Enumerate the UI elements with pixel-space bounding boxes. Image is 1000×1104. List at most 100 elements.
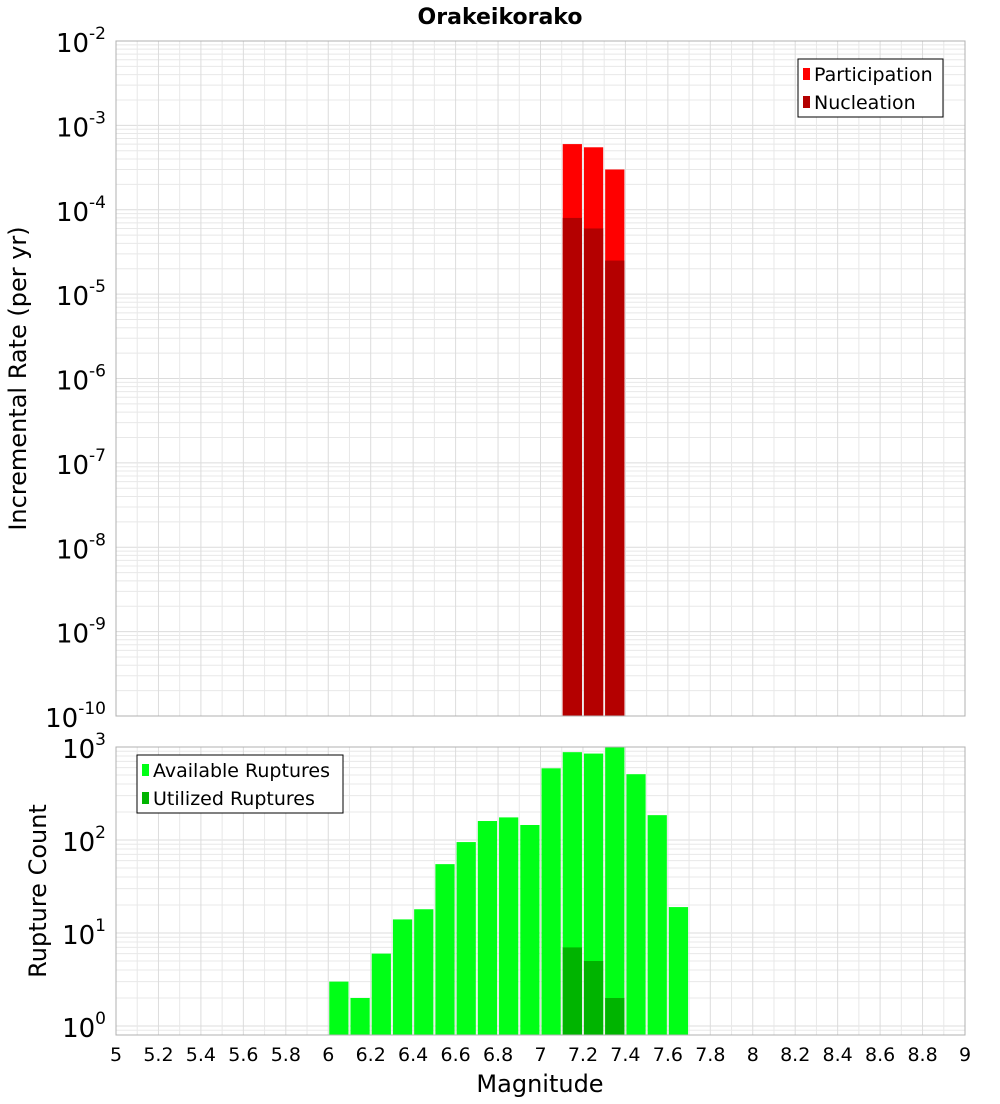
bars (562, 144, 625, 717)
rate-bar-nucleation (605, 260, 625, 716)
y-tick-base: 10 (56, 451, 89, 481)
y-tick-label: 10-10 (45, 699, 106, 734)
count-bar-available-ruptures (668, 907, 689, 1035)
count-bar-utilized-ruptures (583, 960, 604, 1035)
y-tick-exponent: -6 (89, 362, 106, 382)
count-bar-available-ruptures (392, 919, 413, 1035)
x-tick-label: 7.6 (653, 1044, 683, 1066)
y-tick-exponent: -7 (89, 446, 106, 466)
count-bar-available-ruptures (350, 997, 370, 1035)
grid (115, 41, 966, 717)
chart-title: Orakeikorako (418, 5, 583, 30)
plot-frame (115, 746, 966, 1036)
y-tick-exponent: -2 (89, 24, 106, 44)
rate-bar-nucleation (583, 228, 604, 716)
legend: Available Ruptures Utilized Ruptures (136, 754, 344, 814)
legend-label: Participation (814, 64, 933, 86)
y-tick-label: 10-5 (56, 277, 106, 312)
y-tick-base: 10 (56, 620, 89, 650)
y-axis-label: Rupture Count (24, 804, 52, 978)
legend-label: Available Ruptures (153, 760, 330, 782)
count-bar-available-ruptures (371, 953, 391, 1035)
x-tick-labels: 5 5.2 5.4 5.6 5.8 6 6.2 6.4 6.6 6.8 7 7.2 7.4 7.6 7.8 8… (110, 1044, 971, 1066)
count-bar-available-ruptures (605, 747, 625, 1035)
y-tick-base: 10 (56, 535, 89, 565)
y-tick-label: 10-6 (56, 362, 106, 397)
y-tick-base: 10 (56, 29, 89, 59)
x-tick-label: 5.2 (143, 1044, 173, 1066)
legend-box (797, 58, 944, 118)
x-tick-label: 6 (322, 1044, 334, 1066)
x-tick-label: 7.4 (610, 1044, 640, 1066)
x-tick-label: 6.8 (483, 1044, 513, 1066)
y-tick-exponent: -9 (89, 615, 106, 635)
x-tick-label: 7.2 (568, 1044, 598, 1066)
x-tick-label: 5.4 (186, 1044, 216, 1066)
y-tick-label: 101 (62, 916, 106, 951)
count-bar-available-ruptures (541, 768, 561, 1035)
y-axis-label: Incremental Rate (per yr) (4, 226, 32, 530)
y-tick-label: 10-9 (56, 615, 106, 650)
y-tick-base: 10 (62, 921, 95, 951)
legend-swatch (142, 792, 149, 804)
legend-box (136, 754, 344, 814)
count-bar-available-ruptures (329, 981, 349, 1035)
y-tick-label: 103 (62, 730, 106, 765)
y-tick-exponent: 3 (95, 730, 106, 750)
bars (329, 747, 689, 1035)
x-tick-label: 6.6 (440, 1044, 470, 1066)
legend-swatch (142, 764, 149, 776)
y-tick-label: 100 (62, 1009, 106, 1044)
y-tick-label: 10-8 (56, 530, 106, 565)
x-tick-label: 8.6 (865, 1044, 895, 1066)
x-tick-label: 5 (110, 1044, 122, 1066)
legend: Participation Nucleation (797, 58, 944, 118)
count-bar-available-ruptures (520, 824, 540, 1035)
count-bar-available-ruptures (477, 821, 498, 1035)
y-tick-exponent: 2 (95, 823, 106, 843)
y-tick-exponent: -5 (89, 277, 106, 297)
count-bar-available-ruptures (647, 815, 667, 1035)
y-tick-base: 10 (56, 198, 89, 228)
y-tick-exponent: -4 (89, 193, 106, 213)
y-tick-label: 10-4 (56, 193, 106, 228)
y-tick-label: 102 (62, 823, 106, 858)
count-bar-available-ruptures (626, 774, 646, 1035)
x-tick-label: 9 (959, 1044, 971, 1066)
x-tick-label: 8.4 (823, 1044, 853, 1066)
x-tick-label: 8.8 (907, 1044, 937, 1066)
y-tick-label: 10-2 (56, 24, 106, 59)
x-axis-label: Magnitude (476, 1070, 603, 1098)
y-tick-base: 10 (56, 282, 89, 312)
x-tick-label: 6.2 (356, 1044, 386, 1066)
plot-frame (115, 40, 966, 717)
legend-label: Utilized Ruptures (153, 788, 315, 810)
y-tick-base: 10 (45, 704, 78, 734)
count-bar-available-ruptures (414, 909, 434, 1035)
x-tick-label: 7 (534, 1044, 546, 1066)
y-tick-exponent: -10 (78, 699, 106, 719)
y-tick-label: 10-3 (56, 108, 106, 143)
rate-bar-nucleation (562, 217, 582, 716)
y-tick-exponent: -3 (89, 108, 106, 128)
y-tick-base: 10 (62, 1014, 95, 1044)
y-tick-base: 10 (62, 735, 95, 765)
count-bar-available-ruptures (435, 864, 455, 1035)
x-tick-label: 5.8 (271, 1044, 301, 1066)
legend-swatch (803, 96, 810, 108)
y-tick-base: 10 (56, 113, 89, 143)
count-bar-utilized-ruptures (605, 997, 625, 1035)
count-bar-available-ruptures (499, 817, 519, 1035)
legend-swatch (803, 68, 810, 80)
x-tick-label: 7.8 (695, 1044, 725, 1066)
x-tick-label: 8.2 (780, 1044, 810, 1066)
y-tick-base: 10 (56, 367, 89, 397)
y-tick-label: 10-7 (56, 446, 106, 481)
count-bar-utilized-ruptures (562, 947, 582, 1035)
count-bar-available-ruptures (456, 842, 476, 1035)
